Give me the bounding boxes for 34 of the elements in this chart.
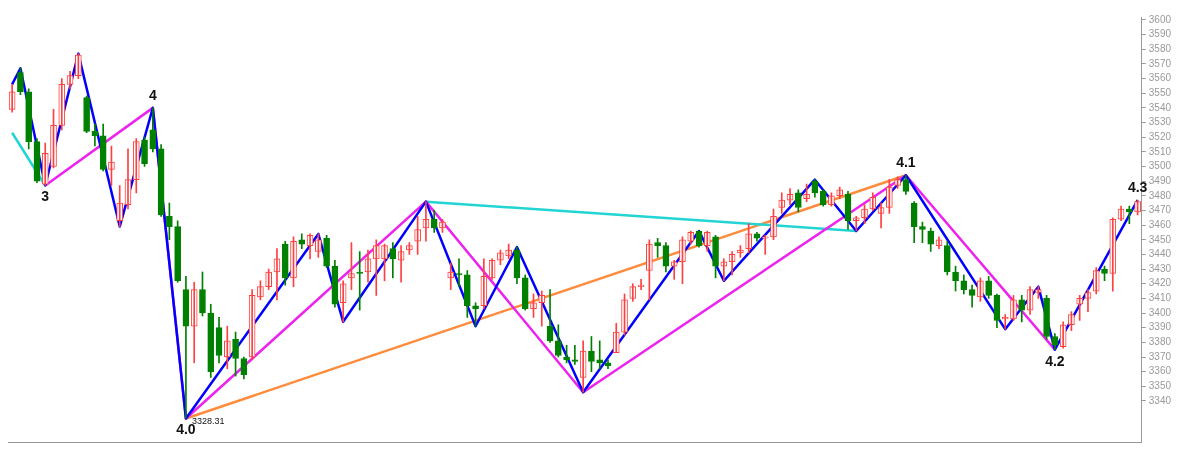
y-tick-label: 3380 xyxy=(1148,336,1172,348)
y-tick-label: 3500 xyxy=(1148,160,1172,172)
annotation: 3 xyxy=(41,188,50,205)
y-tick-label: 3530 xyxy=(1148,116,1172,128)
y-tick-label: 3570 xyxy=(1148,57,1172,69)
y-tick-label: 3550 xyxy=(1148,86,1172,98)
y-tick-label: 3520 xyxy=(1148,130,1172,142)
y-tick-label: 3440 xyxy=(1148,248,1172,260)
y-tick-label: 3360 xyxy=(1148,365,1172,377)
candlestick xyxy=(761,235,769,255)
y-tick-label: 3370 xyxy=(1148,350,1172,362)
y-tick-label: 3510 xyxy=(1148,145,1172,157)
y-tick-label: 3460 xyxy=(1148,218,1172,230)
annotation: 4.2 xyxy=(1045,352,1065,369)
candlestick xyxy=(356,251,364,311)
y-tick-label: 3420 xyxy=(1148,277,1172,289)
annotation: 4 xyxy=(148,86,157,103)
y-tick-label: 3590 xyxy=(1148,28,1172,40)
y-tick-label: 3450 xyxy=(1148,233,1172,245)
y-tick-label: 3390 xyxy=(1148,321,1172,333)
y-tick-label: 3470 xyxy=(1148,204,1172,216)
annotation: 4.1 xyxy=(896,154,916,171)
y-tick-label: 3580 xyxy=(1148,42,1172,54)
y-tick-label: 3350 xyxy=(1148,380,1172,392)
y-tick-label: 3410 xyxy=(1148,292,1172,304)
y-tick-label: 3400 xyxy=(1148,306,1172,318)
y-tick-label: 3540 xyxy=(1148,101,1172,113)
y-tick-label: 3560 xyxy=(1148,72,1172,84)
y-tick-label: 3600 xyxy=(1148,13,1172,25)
y-tick-label: 3480 xyxy=(1148,189,1172,201)
y-tick-label: 3430 xyxy=(1148,262,1172,274)
y-tick-label: 3340 xyxy=(1148,394,1172,406)
annotation: 4.3 xyxy=(1127,179,1148,196)
y-tick-label: 3490 xyxy=(1148,174,1172,186)
